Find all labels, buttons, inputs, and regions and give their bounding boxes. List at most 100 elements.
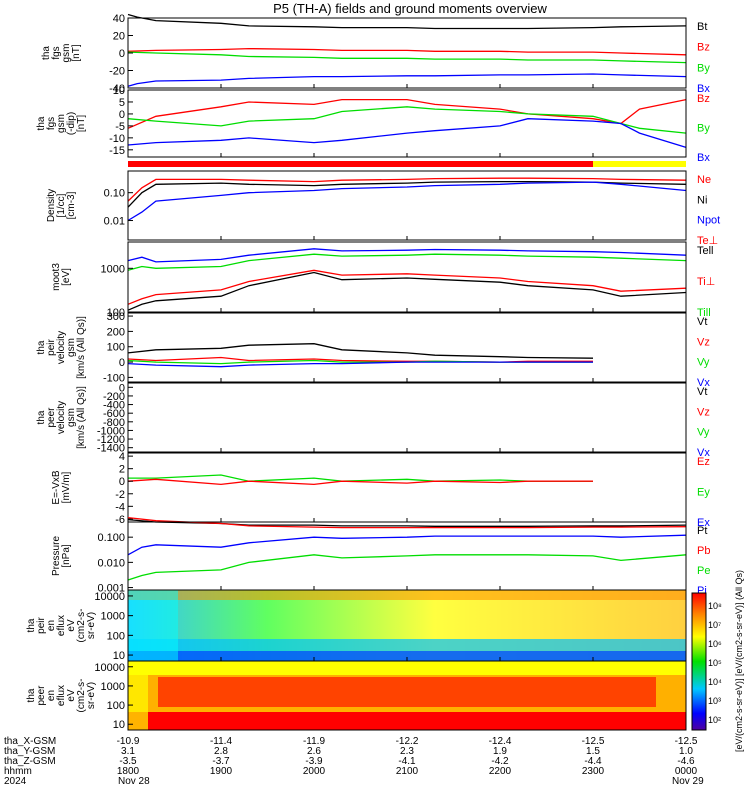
y-axis-label-line: gsm (61, 44, 72, 63)
y-axis-label-line: Pressure (51, 536, 62, 576)
series-bx (127, 73, 687, 87)
y-tick-label: 10000 (94, 662, 125, 674)
series-npot (127, 181, 687, 222)
y-axis-label-line: en (46, 690, 57, 701)
series-vt (127, 343, 594, 359)
y-tick-label: -400 (103, 400, 125, 412)
legend-entry: Till (697, 307, 711, 319)
y-axis-label-line: (cm2-s- (76, 679, 87, 713)
y-axis-label-line: tha (26, 688, 37, 702)
series-bz (127, 98, 687, 129)
ephemeris-value: 2000 (303, 766, 326, 777)
y-axis-label: Density [1/cc] [cm-3] (46, 189, 77, 222)
y-axis-label-line: eflux (56, 685, 67, 706)
legend-entry: Pt (697, 525, 707, 537)
y-tick-label: 20 (113, 31, 125, 43)
legend-entry: Bt (697, 21, 707, 33)
colorbar-tick-label: 10³ (708, 696, 721, 706)
chart-title: P5 (TH-A) fields and ground moments over… (273, 1, 547, 16)
y-axis-label-line: tha (36, 116, 47, 130)
colorbar-tick-label: 10⁷ (708, 620, 721, 630)
y-axis-label-line: eV (66, 619, 77, 632)
y-tick-label: -200 (103, 391, 125, 403)
ephemeris-value: 2.6 (307, 746, 321, 757)
ephemeris-value: -4.4 (584, 756, 602, 767)
y-tick-label: 2 (119, 464, 125, 476)
ephemeris-year: 2024 (4, 776, 27, 787)
ephemeris-value: -4.2 (491, 756, 509, 767)
ephemeris-value: 1800 (117, 766, 140, 777)
y-tick-label: -6 (115, 514, 125, 526)
ephemeris-value: -4.1 (398, 756, 416, 767)
ephemeris-value: -12.2 (396, 736, 419, 747)
y-tick-label: 0.100 (97, 532, 125, 544)
ephemeris-value: -3.5 (119, 756, 137, 767)
panel-frame (127, 452, 687, 523)
y-axis-label-line: tha (36, 340, 47, 354)
series-ez (127, 478, 593, 486)
y-axis-label-line: [nT] (71, 44, 82, 61)
y-tick-label: -600 (103, 408, 125, 420)
ephemeris-value: 2.3 (400, 746, 414, 757)
legend-entry: Bx (697, 83, 710, 95)
panel-6: 300 200 100 0 -100 tha peir velocity gsm [km/s (A… (36, 311, 710, 389)
series-tell (127, 271, 687, 311)
spectrogram-band-core (158, 677, 656, 707)
legend-entry: Ni (697, 194, 707, 206)
y-axis-label: E=-VxB [mV/m] (51, 470, 72, 505)
mode-bar-segment (593, 161, 686, 167)
legend-entry: Ne (697, 174, 711, 186)
y-tick-label: 1000 (101, 611, 125, 623)
spectrogram-band-top (128, 661, 686, 675)
y-axis-label-line: [cm-3] (66, 191, 77, 219)
legend-entry: Ti⊥ (697, 276, 715, 288)
y-axis-label-line: [eV] (61, 268, 72, 286)
ephemeris-value: 1.0 (679, 746, 693, 757)
legend-entry: Bz (697, 42, 710, 54)
spectrogram-band-bottom (128, 712, 686, 730)
y-axis-label-line: eflux (56, 615, 67, 636)
y-tick-label: -100 (103, 372, 125, 384)
y-tick-label: 10 (113, 85, 125, 97)
y-tick-label: 4 (119, 451, 125, 463)
spectrogram-early-region (128, 590, 178, 661)
colorbar-label: [eV/(cm2-s-sr-eV)] [eV/(cm2-s-sr-eV)] (A… (734, 570, 744, 752)
legend-entry: Vx (697, 377, 710, 389)
y-axis-label: tha peer en eflux eV (cm2-s-sr-eV) (26, 679, 97, 713)
y-axis-label-line: eV (66, 689, 77, 702)
y-axis-label-line: velocity (56, 401, 67, 434)
y-axis-label-line: peir (36, 616, 47, 633)
y-tick-label: 0 (119, 476, 125, 488)
y-axis-label-line: peir (46, 338, 57, 355)
ephemeris-row-label: hhmm (4, 766, 32, 777)
ephemeris-value: 0000 (675, 766, 698, 777)
y-axis-label-line: tha (26, 618, 37, 632)
y-tick-label: 10000 (94, 591, 125, 603)
legend-entry: Pe (697, 565, 710, 577)
legend-entry: Pb (697, 545, 710, 557)
ephemeris-row-label: tha_X-GSM (4, 736, 56, 747)
series-bz (127, 47, 687, 56)
ephemeris-value: 2100 (396, 766, 419, 777)
legend-entry: Vt (697, 386, 707, 398)
ephemeris-value: -4.6 (677, 756, 695, 767)
series-ni (127, 180, 687, 208)
panel-7: 0-200-400-600-800-1000-1200-1400 tha peer v… (36, 382, 710, 459)
legend-entry: Tell (697, 245, 714, 257)
y-axis-label-line: tha (41, 46, 52, 60)
panel-11: 10000 1000 100 10 tha peer en eflux eV (cm2-s-sr-… (26, 660, 687, 731)
legend-entry: Npot (697, 215, 720, 227)
y-tick-label: 10 (113, 650, 125, 662)
panel-8: 420-2-4-6 E=-VxB [mV/m] Ez Ey Ex (51, 451, 710, 529)
ephemeris-value: 1.5 (586, 746, 600, 757)
y-axis-label-line: gsm (66, 408, 77, 427)
y-tick-label: 1000 (101, 263, 125, 275)
y-axis-label-line: [nPa] (61, 544, 72, 568)
panel-frame (127, 382, 687, 453)
y-axis-label-line: peer (46, 407, 57, 428)
colorbar: 10⁸ 10⁷ 10⁶ 10⁵ 10⁴ 10³ 10² [eV/(cm2-s-sr-eV)] … (691, 570, 744, 752)
colorbar-gradient (691, 592, 707, 731)
spectrogram-band-high (128, 590, 686, 600)
